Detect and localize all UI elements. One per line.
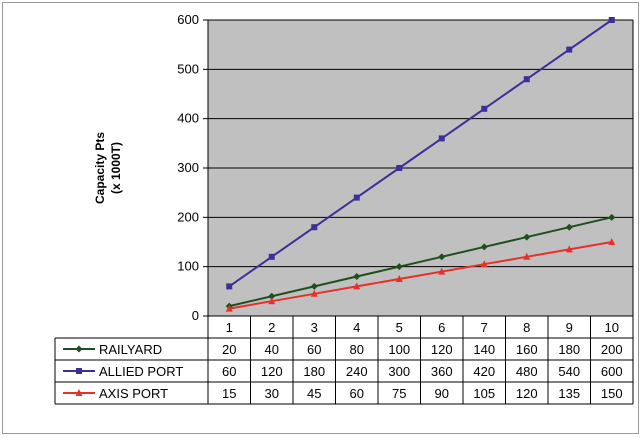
y-axis-ticks: 0 100 200 300 400 500 600 bbox=[177, 12, 208, 323]
data-label: 360 bbox=[431, 364, 453, 379]
data-label: 30 bbox=[265, 386, 279, 401]
x-tick-label: 10 bbox=[605, 320, 619, 335]
data-label: 40 bbox=[265, 342, 279, 357]
data-label: 300 bbox=[388, 364, 410, 379]
y-tick-label: 600 bbox=[177, 12, 199, 27]
data-point bbox=[480, 260, 488, 268]
y-axis-title: Capacity Pts bbox=[93, 132, 107, 204]
y-axis-subtitle: (x 1000T) bbox=[109, 142, 123, 194]
data-point bbox=[523, 233, 531, 241]
data-label: 150 bbox=[601, 386, 623, 401]
data-label: 20 bbox=[222, 342, 236, 357]
x-tick-label: 5 bbox=[396, 320, 403, 335]
data-point bbox=[268, 297, 276, 305]
data-label: 160 bbox=[516, 342, 538, 357]
data-label: 105 bbox=[473, 386, 495, 401]
y-tick-label: 0 bbox=[192, 308, 199, 323]
y-tick-label: 300 bbox=[177, 160, 199, 175]
data-point bbox=[396, 165, 403, 171]
data-label: 60 bbox=[307, 342, 321, 357]
legend-entry: ALLIED PORT bbox=[99, 364, 183, 379]
series-railyard bbox=[225, 213, 616, 310]
data-label: 120 bbox=[431, 342, 453, 357]
legend-marker bbox=[75, 345, 83, 353]
series-allied-port bbox=[226, 17, 615, 290]
data-point bbox=[608, 238, 616, 245]
data-label: 45 bbox=[307, 386, 321, 401]
data-point bbox=[566, 46, 573, 53]
y-tick-label: 100 bbox=[177, 259, 199, 274]
data-point bbox=[480, 243, 488, 251]
data-point bbox=[353, 194, 360, 201]
data-point bbox=[310, 289, 318, 297]
data-label: 180 bbox=[303, 364, 325, 379]
data-label: 60 bbox=[350, 386, 364, 401]
data-point bbox=[438, 135, 445, 142]
series-lines bbox=[225, 17, 616, 312]
x-tick-label: 3 bbox=[311, 320, 318, 335]
data-point bbox=[481, 105, 488, 112]
x-tick-label: 4 bbox=[353, 320, 360, 335]
data-point bbox=[438, 253, 446, 261]
data-label: 540 bbox=[558, 364, 580, 379]
data-label: 100 bbox=[388, 342, 410, 357]
data-point bbox=[268, 292, 276, 300]
gridlines bbox=[207, 19, 634, 316]
x-tick-label: 6 bbox=[438, 320, 445, 335]
data-label: 15 bbox=[222, 386, 236, 401]
data-point bbox=[608, 17, 615, 23]
data-point bbox=[438, 267, 446, 275]
data-label: 80 bbox=[350, 342, 364, 357]
data-label: 135 bbox=[558, 386, 580, 401]
data-point bbox=[395, 263, 403, 271]
data-point bbox=[395, 275, 403, 282]
legend-entry: AXIS PORT bbox=[99, 386, 168, 401]
data-point bbox=[225, 304, 233, 312]
data-point bbox=[226, 283, 233, 290]
data-label: 120 bbox=[516, 386, 538, 401]
x-tick-label: 2 bbox=[268, 320, 275, 335]
legend-entry: RAILYARD bbox=[99, 342, 162, 357]
x-tick-label: 9 bbox=[566, 320, 573, 335]
data-point bbox=[523, 252, 531, 260]
data-point bbox=[353, 273, 361, 281]
series-line bbox=[229, 216, 612, 308]
y-tick-label: 200 bbox=[177, 209, 199, 224]
y-tick-label: 400 bbox=[177, 111, 199, 126]
data-point bbox=[565, 223, 573, 231]
data-label: 240 bbox=[346, 364, 368, 379]
data-point bbox=[608, 213, 616, 221]
data-label: 420 bbox=[473, 364, 495, 379]
data-point bbox=[353, 282, 361, 290]
data-point bbox=[268, 253, 275, 260]
data-label: 180 bbox=[558, 342, 580, 357]
x-tick-label: 1 bbox=[226, 320, 233, 335]
data-label: 75 bbox=[392, 386, 406, 401]
data-label: 200 bbox=[601, 342, 623, 357]
data-point bbox=[310, 282, 318, 290]
data-label: 90 bbox=[435, 386, 449, 401]
x-tick-label: 8 bbox=[523, 320, 530, 335]
series-line bbox=[229, 241, 612, 310]
x-tick-label: 7 bbox=[481, 320, 488, 335]
data-point bbox=[523, 76, 530, 83]
data-point bbox=[565, 245, 573, 253]
data-label: 60 bbox=[222, 364, 236, 379]
series-axis-port bbox=[225, 238, 616, 312]
legend-marker bbox=[76, 368, 82, 374]
data-label: 140 bbox=[473, 342, 495, 357]
series-line bbox=[228, 19, 613, 288]
y-tick-label: 500 bbox=[177, 61, 199, 76]
data-point bbox=[311, 224, 318, 231]
data-label: 600 bbox=[601, 364, 623, 379]
data-label: 480 bbox=[516, 364, 538, 379]
legend-marker bbox=[75, 389, 83, 396]
data-label: 120 bbox=[261, 364, 283, 379]
